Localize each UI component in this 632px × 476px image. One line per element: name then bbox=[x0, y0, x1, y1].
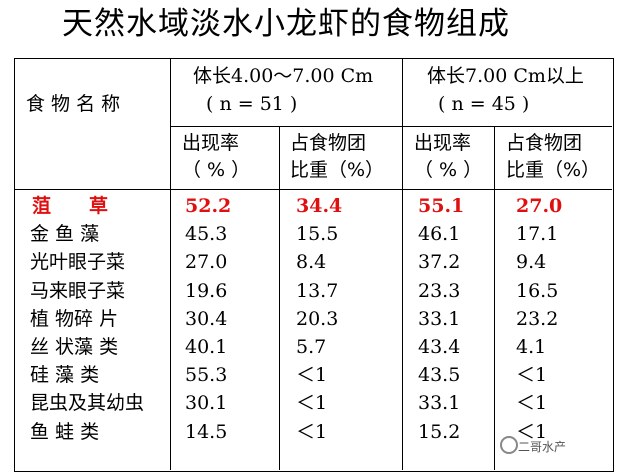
g2-occurrence: 23.3 bbox=[418, 279, 461, 302]
food-name: 昆虫及其幼虫 bbox=[30, 392, 145, 415]
header-g1-occ: 出现率 bbox=[182, 132, 240, 154]
g2-occurrence: 33.1 bbox=[418, 392, 461, 415]
g2-occurrence: 15.2 bbox=[418, 420, 461, 443]
g2-occurrence: 43.5 bbox=[418, 364, 461, 387]
col-divider-g2 bbox=[494, 126, 495, 470]
g1-occurrence: 14.5 bbox=[185, 420, 228, 443]
g1-occurrence: 19.6 bbox=[185, 279, 228, 302]
header-group1-n: ( n = 51 ) bbox=[206, 93, 298, 115]
subheader-divider bbox=[170, 126, 612, 127]
watermark: 二哥水产 bbox=[518, 440, 567, 454]
col-divider-g1 bbox=[279, 126, 280, 470]
g1-occurrence: 55.3 bbox=[185, 364, 228, 387]
g2-proportion: 23.2 bbox=[516, 307, 559, 330]
g1-proportion: 13.7 bbox=[296, 279, 339, 302]
g2-proportion: 16.5 bbox=[516, 279, 559, 302]
col-divider-groups bbox=[402, 58, 403, 470]
header-g1-prop: 占食物团 bbox=[290, 132, 367, 154]
g1-proportion: 34.4 bbox=[296, 195, 343, 217]
g1-occurrence: 40.1 bbox=[185, 336, 228, 358]
g1-occurrence: 45.3 bbox=[185, 223, 228, 246]
g2-proportion: ＜1 bbox=[516, 420, 548, 443]
food-name: 金 鱼 藻 bbox=[30, 223, 100, 246]
g1-occurrence: 30.4 bbox=[185, 307, 228, 330]
food-name: 马来眼子菜 bbox=[30, 279, 126, 302]
g2-occurrence: 46.1 bbox=[418, 223, 461, 246]
g2-proportion: ＜1 bbox=[516, 392, 548, 415]
header-group2-title: 体长7.00 Cm以上 bbox=[427, 65, 584, 87]
food-composition-table bbox=[14, 58, 614, 472]
g2-proportion: 9.4 bbox=[516, 251, 547, 274]
g1-proportion: ＜1 bbox=[296, 392, 328, 415]
page-title: 天然水域淡水小龙虾的食物组成 bbox=[62, 6, 510, 42]
g2-occurrence: 37.2 bbox=[418, 251, 461, 274]
g1-proportion: ＜1 bbox=[296, 420, 328, 443]
g2-occurrence: 43.4 bbox=[418, 336, 461, 358]
food-name: 菹 草 bbox=[32, 195, 109, 217]
header-g2-prop-unit: 比重（%） bbox=[506, 159, 601, 181]
g1-occurrence: 52.2 bbox=[185, 195, 232, 217]
g1-proportion: 5.7 bbox=[296, 336, 327, 358]
header-g1-prop-unit: 比重（%） bbox=[290, 159, 385, 181]
header-food-name: 食 物 名 称 bbox=[26, 93, 121, 115]
food-name: 硅 藻 类 bbox=[30, 364, 100, 387]
g1-proportion: 8.4 bbox=[296, 251, 327, 274]
g2-proportion: 4.1 bbox=[516, 336, 547, 358]
header-g2-occ-unit: （ % ） bbox=[414, 159, 483, 181]
header-g2-occ: 出现率 bbox=[414, 132, 472, 154]
g1-proportion: ＜1 bbox=[296, 364, 328, 387]
header-group2-n: ( n = 45 ) bbox=[438, 93, 530, 115]
g2-proportion: ＜1 bbox=[516, 364, 548, 387]
g1-occurrence: 30.1 bbox=[185, 392, 228, 415]
g2-proportion: 17.1 bbox=[516, 223, 559, 246]
header-divider bbox=[14, 189, 612, 190]
header-g1-occ-unit: （ % ） bbox=[182, 159, 251, 181]
food-name: 植 物碎 片 bbox=[30, 307, 119, 330]
header-group1-title: 体长4.00～7.00 Cm bbox=[193, 65, 374, 87]
food-name: 丝 状藻 类 bbox=[30, 336, 119, 358]
g2-occurrence: 33.1 bbox=[418, 307, 461, 330]
wechat-icon bbox=[500, 436, 518, 454]
header-g2-prop: 占食物团 bbox=[506, 132, 583, 154]
g1-proportion: 20.3 bbox=[296, 307, 339, 330]
g1-proportion: 15.5 bbox=[296, 223, 339, 246]
food-name: 鱼 蛙 类 bbox=[30, 420, 100, 443]
g1-occurrence: 27.0 bbox=[185, 251, 228, 274]
food-name: 光叶眼子菜 bbox=[30, 251, 126, 274]
g2-proportion: 27.0 bbox=[516, 195, 563, 217]
col-divider-name bbox=[170, 58, 171, 470]
g2-occurrence: 55.1 bbox=[418, 195, 465, 217]
